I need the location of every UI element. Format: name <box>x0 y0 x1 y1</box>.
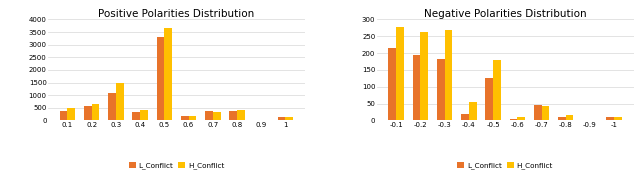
Bar <box>164 28 172 120</box>
Bar <box>388 48 396 120</box>
Bar <box>132 112 140 120</box>
Title: Positive Polarities Distribution: Positive Polarities Distribution <box>99 9 255 19</box>
Bar <box>420 32 428 120</box>
Bar <box>92 104 99 120</box>
Bar <box>558 117 566 120</box>
Legend: L_Conflict, H_Conflict: L_Conflict, H_Conflict <box>129 162 225 169</box>
Bar <box>437 59 445 120</box>
Legend: L_Conflict, H_Conflict: L_Conflict, H_Conflict <box>457 162 553 169</box>
Bar <box>205 111 212 120</box>
Bar <box>607 117 614 120</box>
Title: Negative Polarities Distribution: Negative Polarities Distribution <box>424 9 586 19</box>
Bar <box>493 61 501 120</box>
Bar <box>285 117 293 120</box>
Bar <box>541 106 549 120</box>
Bar <box>189 116 196 120</box>
Bar <box>517 117 525 120</box>
Bar <box>237 110 244 120</box>
Bar <box>116 83 124 120</box>
Bar <box>157 37 164 120</box>
Bar <box>445 30 452 120</box>
Bar <box>140 110 148 120</box>
Bar <box>67 108 75 120</box>
Bar <box>108 93 116 120</box>
Bar <box>509 119 517 120</box>
Bar <box>396 27 404 120</box>
Bar <box>534 105 541 120</box>
Bar <box>229 110 237 120</box>
Bar <box>60 111 67 120</box>
Bar <box>469 102 477 120</box>
Bar <box>485 78 493 120</box>
Bar <box>278 117 285 120</box>
Bar <box>413 55 420 120</box>
Bar <box>212 112 221 120</box>
Bar <box>614 117 622 120</box>
Bar <box>180 116 189 120</box>
Bar <box>461 114 469 120</box>
Bar <box>84 106 92 120</box>
Bar <box>566 115 573 120</box>
